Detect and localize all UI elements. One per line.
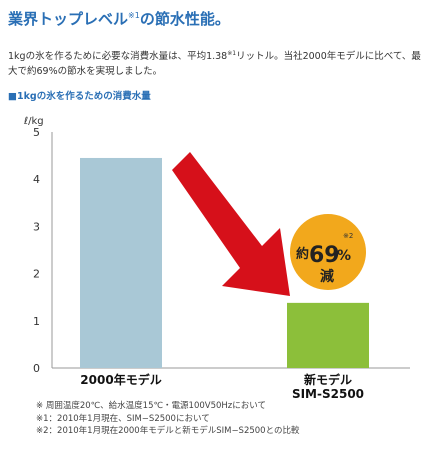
bar xyxy=(80,157,162,368)
reduction-badge: 約 69 % ※2 減 xyxy=(290,214,366,290)
y-tick-label: 1 xyxy=(33,315,40,328)
x-category-label: 2000年モデル xyxy=(80,372,161,387)
y-tick-label: 3 xyxy=(33,220,40,233)
badge-value: 69 xyxy=(309,243,340,268)
y-axis-label: ℓ/kg xyxy=(24,116,44,127)
x-category-label-line2: SIM-S2500 xyxy=(292,387,364,400)
title-footnote-mark: ※1 xyxy=(128,11,140,20)
y-axis-ticks: 0 1 2 3 4 5 xyxy=(33,126,40,375)
y-tick-label: 4 xyxy=(33,173,40,186)
y-tick-label: 2 xyxy=(33,268,40,281)
footnote: ※ 周囲温度20℃、給水温度15℃・電源100V50Hzにおいて xyxy=(36,401,267,411)
intro-footnote-mark: ※1 xyxy=(227,50,237,57)
decrease-arrow xyxy=(172,152,290,296)
y-tick-label: 5 xyxy=(33,126,40,139)
page-title: 業界トップレベル※1の節水性能。 xyxy=(8,10,230,28)
water-usage-chart: ℓ/kg 0 1 2 3 4 5 2000年モデル 新モデルSIM-S2500 約 69 %… xyxy=(24,116,410,400)
chart-subheading: ■1kgの氷を作るための消費水量 xyxy=(8,91,151,102)
y-tick-label: 0 xyxy=(33,362,40,375)
bars: 2000年モデル 新モデルSIM-S2500 xyxy=(80,157,369,400)
footnotes: ※ 周囲温度20℃、給水温度15℃・電源100V50Hzにおいて ※1：2010… xyxy=(36,400,300,438)
badge-unit: % xyxy=(337,248,351,264)
footnote: ※1：2010年1月現在、SIM−S2500において xyxy=(36,413,210,424)
badge-circle xyxy=(290,214,366,290)
square-bullet-icon: ■ xyxy=(8,91,17,102)
x-category-label: 新モデル xyxy=(304,372,352,387)
badge-suffix: 減 xyxy=(320,268,334,285)
badge-prefix: 約 xyxy=(296,246,309,262)
bar xyxy=(287,302,369,368)
badge-note: ※2 xyxy=(343,232,353,240)
intro-text: 1kgの氷を作るために必要な消費水量は、平均1.38※1リットル。当社2000年… xyxy=(8,50,421,78)
footnote: ※2：2010年1月現在2000年モデルと新モデルSIM−S2500との比較 xyxy=(36,426,300,436)
